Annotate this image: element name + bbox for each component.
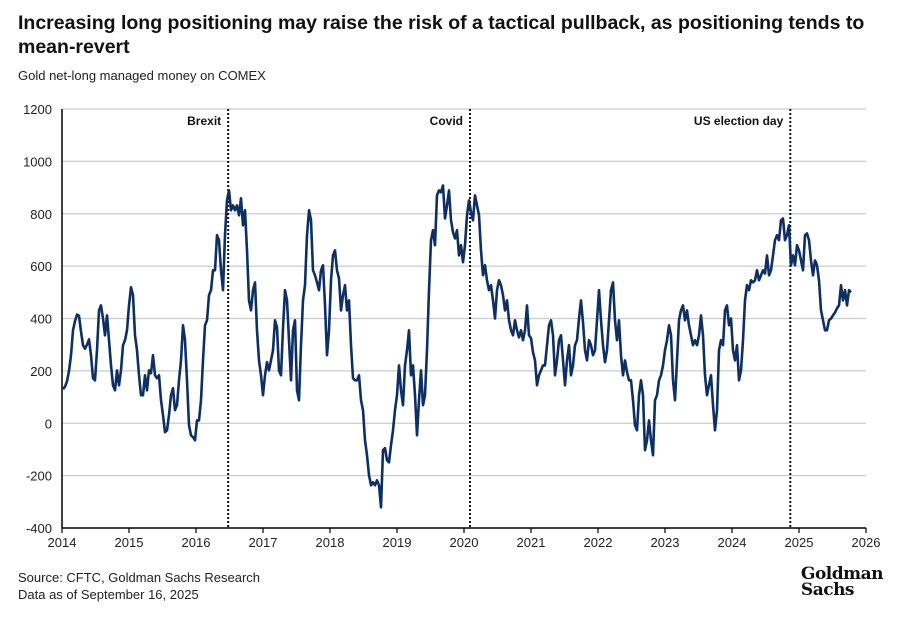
goldman-sachs-logo: Goldman Sachs <box>800 564 884 600</box>
x-tick-label: 2014 <box>48 535 77 550</box>
chart-title: Increasing long positioning may raise th… <box>18 12 865 58</box>
event-marker-label: US election day <box>694 114 784 128</box>
y-tick-label: 400 <box>30 312 52 327</box>
x-tick-label: 2023 <box>651 535 680 550</box>
chart-subtitle: Gold net-long managed money on COMEX <box>18 68 266 83</box>
data-date-note: Data as of September 16, 2025 <box>18 587 199 602</box>
y-tick-label: 1000 <box>23 154 52 169</box>
x-tick-label: 2025 <box>785 535 814 550</box>
x-tick-label: 2024 <box>718 535 747 550</box>
series-line-net-long <box>61 184 852 509</box>
x-tick-label: 2015 <box>115 535 144 550</box>
x-tick-label: 2018 <box>316 535 345 550</box>
logo-line-2: Sachs <box>800 580 855 600</box>
event-marker-label: Brexit <box>187 114 221 128</box>
y-tick-label: 600 <box>30 259 52 274</box>
y-tick-label: 200 <box>30 364 52 379</box>
x-tick-label: 2016 <box>182 535 211 550</box>
y-tick-label: -400 <box>26 521 52 536</box>
y-tick-label: 800 <box>30 207 52 222</box>
event-marker-label: Covid <box>430 114 463 128</box>
x-tick-label: 2017 <box>249 535 278 550</box>
x-tick-label: 2020 <box>450 535 479 550</box>
source-note: Source: CFTC, Goldman Sachs Research <box>18 570 261 585</box>
x-tick-label: 2022 <box>584 535 613 550</box>
x-tick-label: 2019 <box>383 535 412 550</box>
x-tick-label: 2026 <box>852 535 881 550</box>
x-tick-label: 2021 <box>517 535 546 550</box>
y-tick-label: -200 <box>26 469 52 484</box>
y-tick-label: 0 <box>45 416 52 431</box>
y-tick-label: 1200 <box>23 102 52 117</box>
logo-line-1: Goldman <box>800 564 884 584</box>
